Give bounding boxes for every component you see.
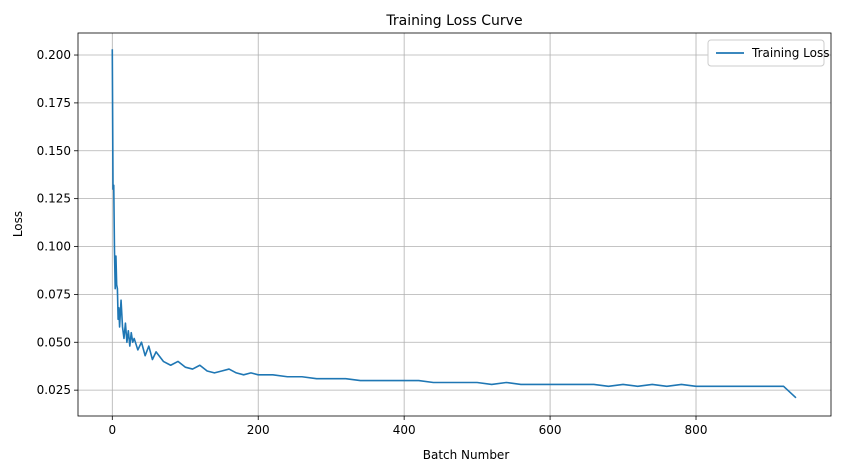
y-axis-label: Loss <box>11 211 25 237</box>
x-tick-label: 600 <box>539 423 562 437</box>
y-ticks: 0.025 0.050 0.075 0.100 0.125 0.150 0.175 0.200 <box>37 48 78 397</box>
y-tick-label: 0.075 <box>37 287 71 301</box>
chart-title: Training Loss Curve <box>385 13 522 29</box>
y-tick-label: 0.050 <box>37 335 71 349</box>
y-tick-label: 0.200 <box>37 48 71 62</box>
series-lines <box>111 49 797 399</box>
plot-area <box>78 33 831 416</box>
y-tick-label: 0.175 <box>37 96 71 110</box>
x-tick-label: 400 <box>393 423 416 437</box>
y-tick-label: 0.125 <box>37 192 71 206</box>
x-ticks: 0 200 400 600 800 <box>108 416 707 437</box>
series-line-training-loss <box>111 49 797 399</box>
x-tick-label: 0 <box>108 423 116 437</box>
y-tick-label: 0.025 <box>37 383 71 397</box>
x-tick-label: 200 <box>247 423 270 437</box>
grid-lines <box>78 33 831 416</box>
y-tick-label: 0.150 <box>37 144 71 158</box>
legend: Training Loss <box>707 39 829 67</box>
legend-box <box>707 39 825 67</box>
x-axis-label: Batch Number <box>423 448 510 462</box>
plot-frame <box>77 32 832 417</box>
y-tick-label: 0.100 <box>37 240 71 254</box>
x-tick-label: 800 <box>685 423 708 437</box>
legend-label-training-loss: Training Loss <box>751 46 829 60</box>
